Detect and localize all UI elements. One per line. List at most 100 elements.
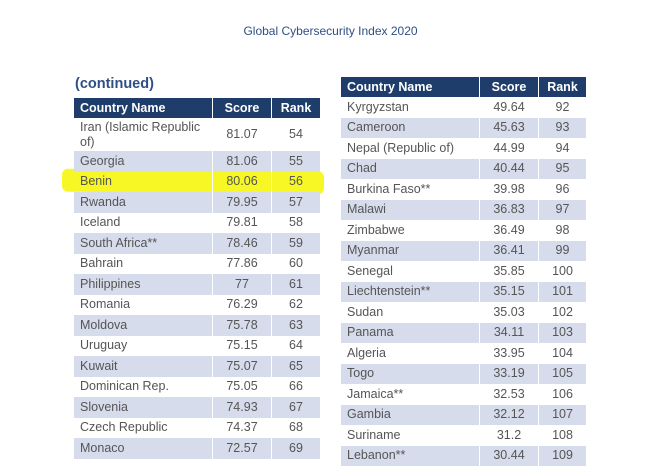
cell-score: 30.44 bbox=[480, 445, 539, 466]
cell-country: Iceland bbox=[74, 212, 213, 233]
cell-rank: 107 bbox=[539, 404, 586, 425]
table-row: Iceland 79.81 58 bbox=[74, 212, 320, 233]
cell-country: Dominican Rep. bbox=[74, 376, 213, 397]
cell-rank: 67 bbox=[272, 397, 320, 418]
cell-score: 75.05 bbox=[213, 376, 272, 397]
cell-rank: 65 bbox=[272, 356, 320, 377]
table-row: Kuwait 75.07 65 bbox=[74, 356, 320, 377]
cell-score: 81.07 bbox=[213, 118, 272, 151]
cell-rank: 63 bbox=[272, 315, 320, 336]
table-row: Cameroon 45.63 93 bbox=[341, 117, 586, 138]
cell-country: Liechtenstein** bbox=[341, 281, 480, 302]
cell-score: 35.03 bbox=[480, 302, 539, 323]
cell-score: 35.85 bbox=[480, 261, 539, 282]
cell-score: 77 bbox=[213, 274, 272, 295]
table-row: Panama 34.11 103 bbox=[341, 322, 586, 343]
cell-score: 75.78 bbox=[213, 315, 272, 336]
table-row: Chad 40.44 95 bbox=[341, 158, 586, 179]
cell-rank: 61 bbox=[272, 274, 320, 295]
cell-score: 80.06 bbox=[213, 171, 272, 192]
table-row: Sudan 35.03 102 bbox=[341, 302, 586, 323]
cell-score: 45.63 bbox=[480, 117, 539, 138]
cell-country: Senegal bbox=[341, 261, 480, 282]
cell-score: 77.86 bbox=[213, 253, 272, 274]
cell-score: 79.81 bbox=[213, 212, 272, 233]
cell-rank: 57 bbox=[272, 192, 320, 213]
cell-rank: 109 bbox=[539, 445, 586, 466]
column-header-country: Country Name bbox=[341, 77, 480, 97]
cell-score: 74.93 bbox=[213, 397, 272, 418]
cell-score: 75.07 bbox=[213, 356, 272, 377]
cell-score: 33.19 bbox=[480, 363, 539, 384]
table-row: Rwanda 79.95 57 bbox=[74, 192, 320, 213]
cell-score: 74.37 bbox=[213, 417, 272, 438]
column-header-score: Score bbox=[480, 77, 539, 97]
cell-rank: 58 bbox=[272, 212, 320, 233]
table-row: Uruguay 75.15 64 bbox=[74, 335, 320, 356]
cell-rank: 64 bbox=[272, 335, 320, 356]
cell-rank: 104 bbox=[539, 343, 586, 364]
cell-rank: 92 bbox=[539, 97, 586, 118]
cell-rank: 68 bbox=[272, 417, 320, 438]
cell-rank: 95 bbox=[539, 158, 586, 179]
table-header-row: Country Name Score Rank bbox=[74, 98, 320, 118]
column-header-rank: Rank bbox=[539, 77, 586, 97]
cell-score: 35.15 bbox=[480, 281, 539, 302]
cell-rank: 101 bbox=[539, 281, 586, 302]
table-row: Burkina Faso** 39.98 96 bbox=[341, 179, 586, 200]
cell-country: Suriname bbox=[341, 425, 480, 446]
table-row: Malawi 36.83 97 bbox=[341, 199, 586, 220]
cell-score: 36.49 bbox=[480, 220, 539, 241]
cell-rank: 69 bbox=[272, 438, 320, 459]
column-header-country: Country Name bbox=[74, 98, 213, 118]
cell-country: Uruguay bbox=[74, 335, 213, 356]
table-row: Gambia 32.12 107 bbox=[341, 404, 586, 425]
cell-rank: 98 bbox=[539, 220, 586, 241]
cell-country: Togo bbox=[341, 363, 480, 384]
cell-country: Gambia bbox=[341, 404, 480, 425]
table-row: Czech Republic 74.37 68 bbox=[74, 417, 320, 438]
cell-score: 32.12 bbox=[480, 404, 539, 425]
cell-score: 36.41 bbox=[480, 240, 539, 261]
cell-country: Sudan bbox=[341, 302, 480, 323]
cell-score: 75.15 bbox=[213, 335, 272, 356]
ranking-table-right: Country Name Score Rank Kyrgyzstan 49.64 9… bbox=[341, 77, 586, 466]
cell-score: 81.06 bbox=[213, 151, 272, 172]
table-row: Bahrain 77.86 60 bbox=[74, 253, 320, 274]
table-row: Dominican Rep. 75.05 66 bbox=[74, 376, 320, 397]
cell-rank: 106 bbox=[539, 384, 586, 405]
cell-rank: 59 bbox=[272, 233, 320, 254]
cell-rank: 105 bbox=[539, 363, 586, 384]
table-row: Slovenia 74.93 67 bbox=[74, 397, 320, 418]
cell-country: Nepal (Republic of) bbox=[341, 138, 480, 159]
cell-score: 32.53 bbox=[480, 384, 539, 405]
cell-rank: 93 bbox=[539, 117, 586, 138]
cell-country: South Africa** bbox=[74, 233, 213, 254]
cell-rank: 66 bbox=[272, 376, 320, 397]
cell-country: Myanmar bbox=[341, 240, 480, 261]
continued-label: (continued) bbox=[75, 76, 154, 92]
table-row: Togo 33.19 105 bbox=[341, 363, 586, 384]
table-row: Moldova 75.78 63 bbox=[74, 315, 320, 336]
cell-country: Malawi bbox=[341, 199, 480, 220]
cell-country: Georgia bbox=[74, 151, 213, 172]
cell-score: 44.99 bbox=[480, 138, 539, 159]
cell-country: Algeria bbox=[341, 343, 480, 364]
cell-score: 31.2 bbox=[480, 425, 539, 446]
cell-country: Moldova bbox=[74, 315, 213, 336]
cell-country: Lebanon** bbox=[341, 445, 480, 466]
table-row: Philippines 77 61 bbox=[74, 274, 320, 295]
table-row: Iran (Islamic Republic of) 81.07 54 bbox=[74, 118, 320, 151]
table-row: Monaco 72.57 69 bbox=[74, 438, 320, 459]
table-row: Jamaica** 32.53 106 bbox=[341, 384, 586, 405]
cell-score: 40.44 bbox=[480, 158, 539, 179]
cell-score: 79.95 bbox=[213, 192, 272, 213]
cell-country: Czech Republic bbox=[74, 417, 213, 438]
cell-score: 78.46 bbox=[213, 233, 272, 254]
cell-score: 72.57 bbox=[213, 438, 272, 459]
cell-rank: 99 bbox=[539, 240, 586, 261]
cell-rank: 102 bbox=[539, 302, 586, 323]
cell-rank: 97 bbox=[539, 199, 586, 220]
cell-country: Monaco bbox=[74, 438, 213, 459]
cell-country: Kyrgyzstan bbox=[341, 97, 480, 118]
